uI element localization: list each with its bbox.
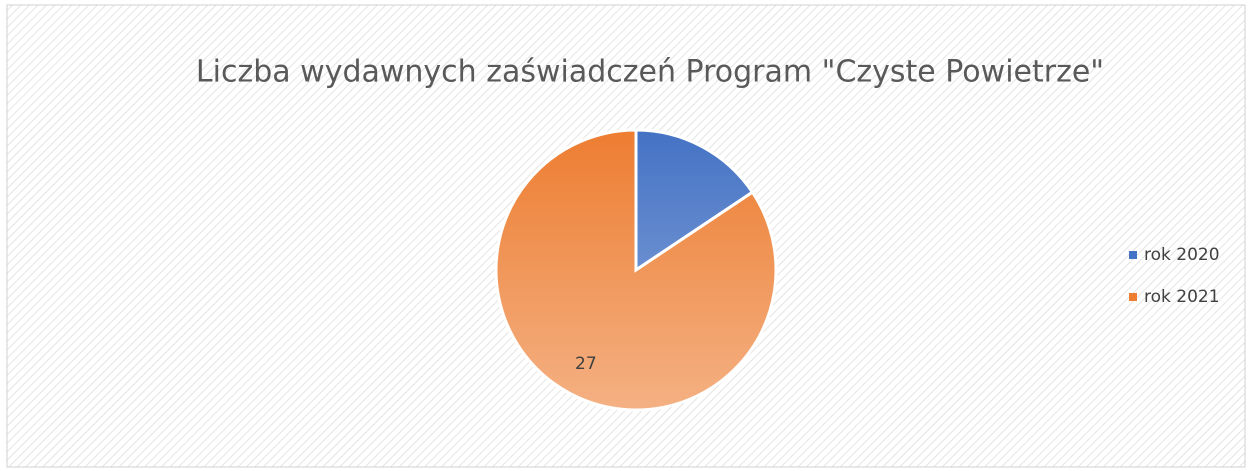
pie-slice [494,128,778,412]
legend: rok 2020 rok 2021 [1129,245,1220,307]
legend-swatch [1129,293,1137,301]
chart-title: Liczba wydawnych zaświadczeń Program "Cz… [196,55,1104,90]
pie-slice [634,128,755,273]
legend-swatch [1129,251,1137,259]
pie: 27 [494,128,778,412]
data-label: 27 [575,354,597,374]
legend-label: rok 2021 [1144,287,1220,307]
legend-label: rok 2020 [1144,245,1220,265]
